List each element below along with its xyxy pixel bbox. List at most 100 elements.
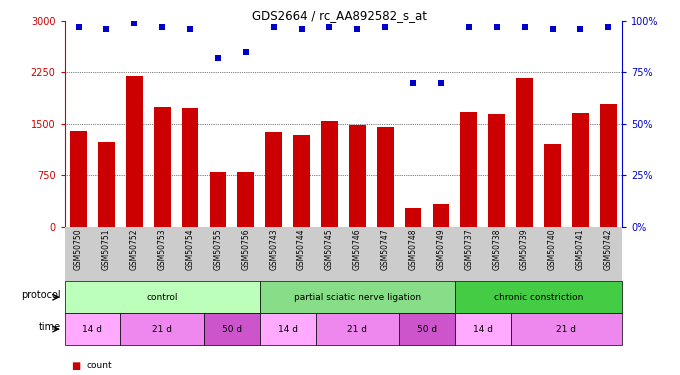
Bar — [371, 227, 399, 281]
Bar — [65, 227, 92, 281]
Text: ■: ■ — [71, 361, 81, 370]
Text: 21 d: 21 d — [347, 325, 367, 334]
Text: GSM50756: GSM50756 — [241, 228, 250, 270]
Bar — [204, 313, 260, 345]
Point — [156, 24, 168, 30]
Bar — [70, 131, 87, 227]
Text: 14 d: 14 d — [277, 325, 298, 334]
Bar — [120, 313, 204, 345]
Point — [352, 26, 363, 32]
Text: 50 d: 50 d — [417, 325, 437, 334]
Bar — [204, 227, 232, 281]
Bar — [237, 172, 254, 227]
Bar — [92, 227, 120, 281]
Text: GSM50742: GSM50742 — [604, 228, 613, 270]
Bar — [260, 313, 316, 345]
Point — [435, 80, 446, 86]
Text: chronic constriction: chronic constriction — [494, 292, 583, 302]
Point — [241, 49, 252, 55]
Bar — [120, 227, 148, 281]
Text: GSM50754: GSM50754 — [186, 228, 194, 270]
Text: 14 d: 14 d — [473, 325, 493, 334]
Point — [464, 24, 475, 30]
Bar — [148, 227, 176, 281]
Bar — [572, 114, 589, 227]
Bar — [594, 227, 622, 281]
Bar — [511, 227, 539, 281]
Bar — [483, 227, 511, 281]
Point — [324, 24, 335, 30]
Text: time: time — [39, 322, 61, 332]
Bar — [544, 144, 561, 227]
Bar — [600, 104, 617, 227]
Bar — [154, 106, 171, 227]
Bar — [65, 313, 120, 345]
Text: GSM50741: GSM50741 — [576, 228, 585, 270]
Text: GSM50740: GSM50740 — [548, 228, 557, 270]
Text: GSM50749: GSM50749 — [437, 228, 445, 270]
Bar — [432, 204, 449, 227]
Text: count: count — [86, 361, 112, 370]
Point — [269, 24, 279, 30]
Bar — [455, 227, 483, 281]
Text: control: control — [146, 292, 178, 302]
Bar — [343, 227, 371, 281]
Point — [575, 26, 586, 32]
Text: GSM50739: GSM50739 — [520, 228, 529, 270]
Bar — [209, 172, 226, 227]
Point — [491, 24, 502, 30]
Text: GSM50737: GSM50737 — [464, 228, 473, 270]
Bar — [455, 313, 511, 345]
Bar — [260, 281, 455, 313]
Point — [520, 24, 530, 30]
Text: 21 d: 21 d — [152, 325, 172, 334]
Point — [101, 26, 112, 32]
Bar — [260, 227, 288, 281]
Text: partial sciatic nerve ligation: partial sciatic nerve ligation — [294, 292, 421, 302]
Text: GSM50744: GSM50744 — [297, 228, 306, 270]
Bar — [511, 313, 622, 345]
Text: GSM50751: GSM50751 — [102, 228, 111, 270]
Point — [73, 24, 84, 30]
Point — [408, 80, 419, 86]
Bar — [182, 108, 199, 227]
Bar — [427, 227, 455, 281]
Bar — [316, 313, 399, 345]
Bar — [488, 114, 505, 227]
Point — [547, 26, 558, 32]
Text: GSM50747: GSM50747 — [381, 228, 390, 270]
Bar — [516, 78, 533, 227]
Bar — [176, 227, 204, 281]
Text: GSM50750: GSM50750 — [74, 228, 83, 270]
Bar — [265, 132, 282, 227]
Bar — [377, 127, 394, 227]
Bar — [232, 227, 260, 281]
Text: GSM50745: GSM50745 — [325, 228, 334, 270]
Point — [129, 20, 140, 26]
Text: GSM50738: GSM50738 — [492, 228, 501, 270]
Bar — [399, 227, 427, 281]
Bar — [321, 121, 338, 227]
Bar — [539, 227, 566, 281]
Bar — [126, 76, 143, 227]
Text: protocol: protocol — [22, 290, 61, 300]
Bar — [316, 227, 343, 281]
Bar — [349, 125, 366, 227]
Text: GSM50743: GSM50743 — [269, 228, 278, 270]
Bar — [566, 227, 594, 281]
Point — [185, 26, 196, 32]
Text: GSM50748: GSM50748 — [409, 228, 418, 270]
Point — [379, 24, 390, 30]
Bar — [460, 112, 477, 227]
Text: GSM50755: GSM50755 — [214, 228, 222, 270]
Bar — [405, 208, 422, 227]
Text: 21 d: 21 d — [556, 325, 577, 334]
Point — [296, 26, 307, 32]
Bar — [288, 227, 316, 281]
Text: 14 d: 14 d — [82, 325, 103, 334]
Point — [212, 55, 223, 61]
Bar — [399, 313, 455, 345]
Text: GDS2664 / rc_AA892582_s_at: GDS2664 / rc_AA892582_s_at — [252, 9, 428, 22]
Text: GSM50746: GSM50746 — [353, 228, 362, 270]
Text: 50 d: 50 d — [222, 325, 242, 334]
